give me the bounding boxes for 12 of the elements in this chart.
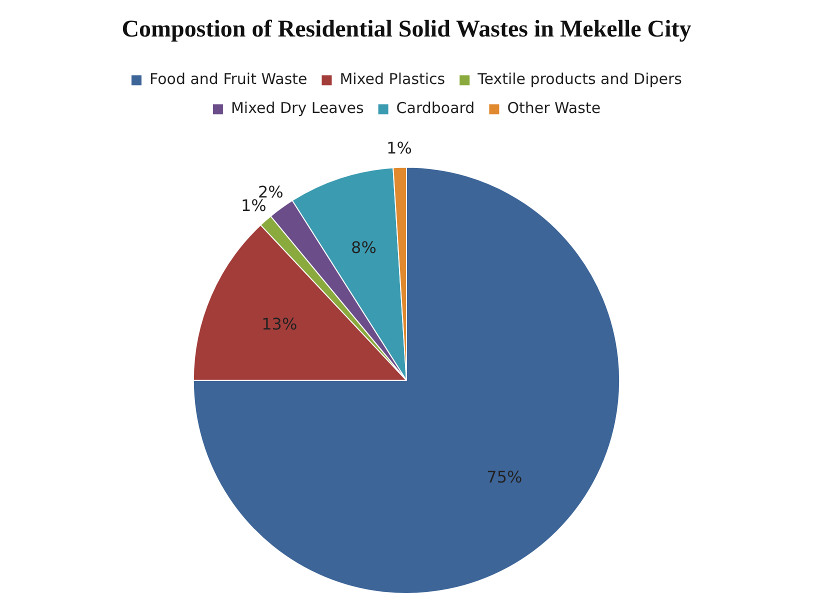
data-label: 75% xyxy=(486,468,522,486)
data-label: 1% xyxy=(240,196,266,216)
legend-label: Mixed Plastics xyxy=(340,70,446,88)
legend-label: Cardboard xyxy=(396,99,475,118)
legend-label: Other Waste xyxy=(507,99,601,118)
legend-label: Food and Fruit Waste xyxy=(150,70,308,88)
data-label: 1% xyxy=(386,138,412,158)
legend-label: Textile products and Dipers xyxy=(476,70,682,88)
data-label: 13% xyxy=(262,314,298,334)
legend-label: Mixed Dry Leaves xyxy=(230,99,364,118)
chart-title: Compostion of Residential Solid Wastes in Mekelle City xyxy=(122,16,692,43)
data-label: 8% xyxy=(351,238,376,257)
